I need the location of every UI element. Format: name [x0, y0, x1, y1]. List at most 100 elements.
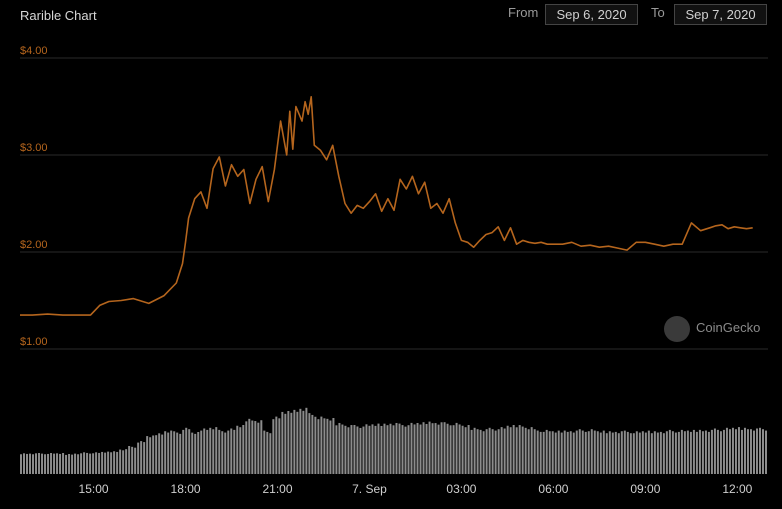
volume-bar [269, 433, 272, 474]
volume-bar [722, 429, 725, 474]
volume-bar [740, 429, 743, 474]
volume-bar [227, 430, 230, 474]
volume-bar [572, 432, 575, 474]
volume-bar [71, 454, 74, 474]
volume-bar [701, 431, 704, 474]
volume-bar [617, 433, 620, 474]
from-label: From [508, 5, 539, 20]
volume-bar [575, 430, 578, 474]
volume-bar [371, 424, 374, 474]
y-tick-label: $4.00 [20, 45, 48, 57]
volume-bar [26, 453, 29, 474]
volume-bar [278, 418, 281, 474]
volume-bar [80, 453, 83, 474]
volume-bar [599, 432, 602, 474]
volume-bar [50, 453, 53, 474]
volume-bar [188, 429, 191, 474]
volume-bar [683, 431, 686, 474]
volume-bar [35, 453, 38, 474]
volume-bar [590, 429, 593, 474]
volume-bar [602, 430, 605, 474]
volume-bar [200, 430, 203, 474]
volume-bar [266, 431, 269, 474]
volume-bar [644, 432, 647, 474]
volume-bar [743, 427, 746, 474]
volume-bar [503, 428, 506, 474]
volume-bar [671, 431, 674, 474]
volume-bar [119, 449, 122, 474]
volume-bar [59, 453, 62, 474]
volume-bar [203, 428, 206, 474]
volume-bar [410, 422, 413, 474]
volume-bar [737, 427, 740, 474]
volume-bar [359, 427, 362, 474]
volume-bar [302, 410, 305, 474]
volume-bar [488, 427, 491, 474]
volume-bar [527, 429, 530, 474]
volume-bar [116, 451, 119, 474]
volume-bar [641, 431, 644, 474]
to-label: To [651, 5, 665, 20]
volume-bar [650, 433, 653, 474]
volume-bar [86, 452, 89, 474]
volume-bar [74, 453, 77, 474]
volume-bar [194, 433, 197, 474]
volume-bar [680, 429, 683, 474]
volume-bar [458, 424, 461, 474]
volume-bar [437, 424, 440, 474]
volume-bar [56, 453, 59, 474]
volume-bar [287, 411, 290, 474]
volume-bar [638, 432, 641, 474]
volume-bar [341, 424, 344, 474]
volume-bar [752, 430, 755, 474]
volume-bar [149, 437, 152, 474]
volume-bar [485, 429, 488, 474]
volume-bar [446, 423, 449, 474]
from-date-input[interactable]: Sep 6, 2020 [545, 4, 638, 25]
volume-bar [398, 423, 401, 474]
to-date-input[interactable]: Sep 7, 2020 [674, 4, 767, 25]
volume-bar [212, 429, 215, 474]
volume-bar [389, 423, 392, 474]
volume-bar [647, 430, 650, 474]
volume-bar [536, 430, 539, 474]
volume-bar [284, 413, 287, 474]
volume-bar [329, 420, 332, 474]
volume-bar [692, 429, 695, 474]
volume-bar [515, 427, 518, 474]
volume-bar [29, 453, 32, 474]
volume-bar [44, 454, 47, 474]
volume-bar [383, 423, 386, 474]
volume-bar [293, 409, 296, 474]
volume-bar [317, 419, 320, 474]
volume-bar [554, 432, 557, 474]
volume-bar [290, 412, 293, 474]
volume-bar [524, 427, 527, 474]
volume-bar [347, 427, 350, 474]
volume-bar [401, 425, 404, 474]
volume-bar [101, 451, 104, 474]
volume-bar [765, 430, 767, 474]
volume-bar [587, 431, 590, 474]
volume-bar [461, 425, 464, 475]
volume-bar [311, 414, 314, 474]
x-tick-label: 06:00 [538, 482, 568, 496]
volume-bar [593, 430, 596, 474]
volume-bar [173, 431, 176, 474]
volume-bar [689, 431, 692, 474]
volume-bar [233, 429, 236, 474]
watermark-text: CoinGecko [696, 320, 761, 335]
volume-bar [521, 426, 524, 474]
volume-bar [143, 442, 146, 474]
volume-bar [419, 424, 422, 474]
volume-bar [296, 411, 299, 474]
volume-bar [632, 433, 635, 474]
volume-bar [113, 451, 116, 474]
volume-bar [380, 425, 383, 474]
volume-bar [53, 453, 56, 474]
volume-bar [239, 427, 242, 474]
volume-bar [197, 432, 200, 474]
volume-bar [449, 425, 452, 474]
volume-bar [560, 432, 563, 474]
